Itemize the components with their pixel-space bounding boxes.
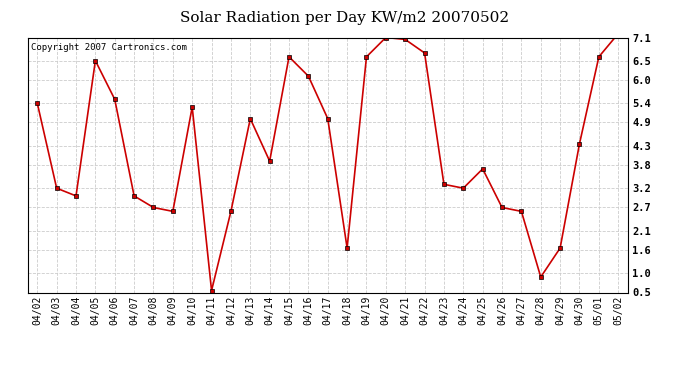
Text: Copyright 2007 Cartronics.com: Copyright 2007 Cartronics.com: [30, 43, 186, 52]
Text: Solar Radiation per Day KW/m2 20070502: Solar Radiation per Day KW/m2 20070502: [181, 11, 509, 25]
